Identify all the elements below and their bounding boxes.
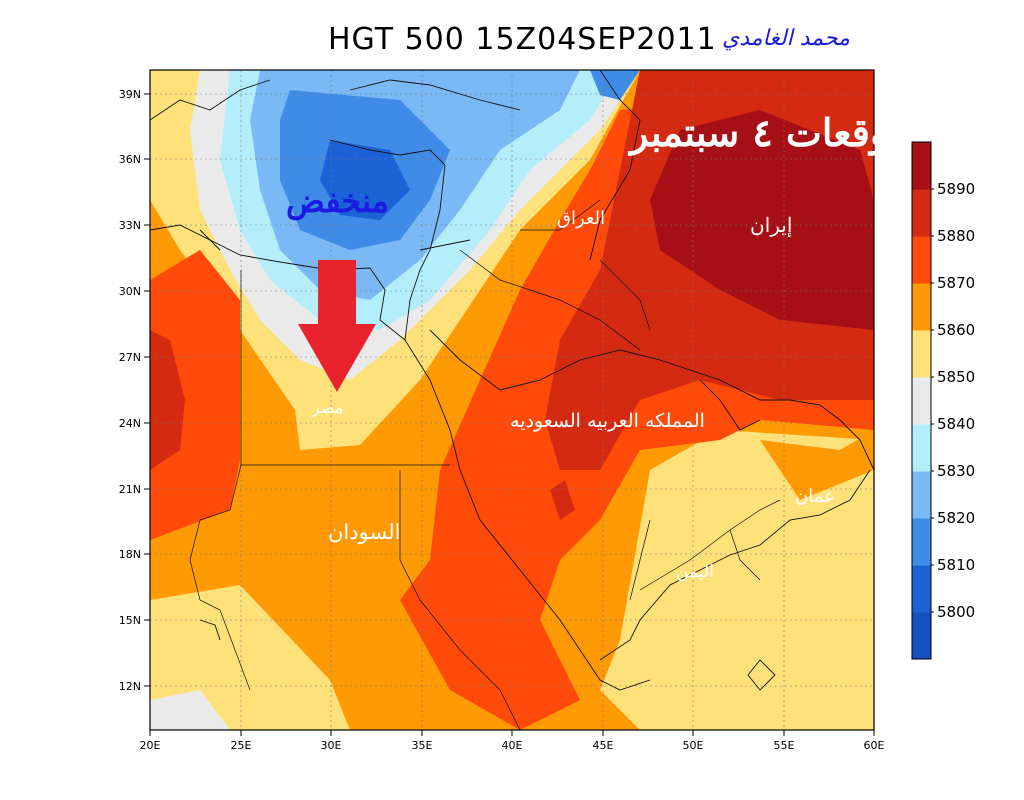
lat-tick-label: 15N xyxy=(119,614,141,627)
colorbar-frame xyxy=(911,141,932,660)
colorbar-label: 5840 xyxy=(937,415,975,433)
colorbar-label: 5890 xyxy=(937,180,975,198)
country-label-sudan: السودان xyxy=(328,520,401,544)
contour-field xyxy=(150,70,874,730)
lon-tick-label: 45E xyxy=(593,739,614,752)
colorbar-label: 5870 xyxy=(937,274,975,292)
colorbar-swatch xyxy=(912,612,931,660)
lat-tick-label: 24N xyxy=(119,417,141,430)
country-label-iraq: العراق xyxy=(557,208,606,229)
country-label-iran: إيران xyxy=(750,213,793,237)
down-arrow-icon xyxy=(298,260,376,392)
lat-tick-label: 39N xyxy=(119,88,141,101)
colorbar-swatch xyxy=(912,565,931,613)
colorbar-label: 5880 xyxy=(937,227,975,245)
author-name: محمد الغامدي xyxy=(722,26,850,51)
colorbar-swatch xyxy=(912,518,931,566)
colorbar-swatch xyxy=(912,471,931,519)
lat-tick-label: 33N xyxy=(119,219,141,232)
country-label-saudi: المملكه العربيه السعوديه xyxy=(510,410,705,432)
colorbar-label: 5820 xyxy=(937,509,975,527)
colorbar-swatch xyxy=(912,330,931,378)
lon-tick-label: 50E xyxy=(683,739,704,752)
map-title: HGT 500 15Z04SEP2011 xyxy=(328,22,717,57)
lat-tick-label: 30N xyxy=(119,285,141,298)
lon-tick-label: 35E xyxy=(412,739,433,752)
lon-tick-label: 20E xyxy=(140,739,161,752)
headline-label: توقعات ٤ سبتمبر xyxy=(630,110,901,155)
colorbar-swatch xyxy=(912,236,931,284)
lat-tick-label: 12N xyxy=(119,680,141,693)
colorbar-swatch xyxy=(912,142,931,190)
colorbar-label: 5830 xyxy=(937,462,975,480)
colorbar-swatch xyxy=(912,283,931,331)
lon-labels: 20E 25E 30E 35E 40E 45E 50E 55E 60E xyxy=(140,739,885,752)
country-label-oman: عمان xyxy=(795,486,835,507)
lon-tick-label: 55E xyxy=(774,739,795,752)
colorbar-label: 5800 xyxy=(937,603,975,621)
lat-tick-label: 18N xyxy=(119,548,141,561)
low-pressure-label: منخفض xyxy=(286,182,389,220)
colorbar-swatch xyxy=(912,189,931,237)
axis-ticks xyxy=(144,93,875,736)
coastlines xyxy=(150,70,874,691)
colorbar-swatch xyxy=(912,377,931,425)
colorbar: 5890 5880 5870 5860 5850 5840 5830 5820 5810 5800 xyxy=(911,141,975,660)
colorbar-label: 5860 xyxy=(937,321,975,339)
country-label-yemen: اليمن xyxy=(676,562,714,582)
colorbar-swatch xyxy=(912,424,931,472)
lon-tick-label: 25E xyxy=(231,739,252,752)
lat-tick-label: 21N xyxy=(119,483,141,496)
country-label-egypt: مصر xyxy=(312,398,344,417)
colorbar-label: 5810 xyxy=(937,556,975,574)
lon-tick-label: 40E xyxy=(502,739,523,752)
lat-labels: 39N 36N 33N 30N 27N 24N 21N 18N 15N 12N xyxy=(119,88,141,693)
colorbar-label: 5850 xyxy=(937,368,975,386)
lat-tick-label: 36N xyxy=(119,153,141,166)
borders xyxy=(189,199,781,730)
lon-tick-label: 30E xyxy=(321,739,342,752)
lat-tick-label: 27N xyxy=(119,351,141,364)
lon-tick-label: 60E xyxy=(864,739,885,752)
grid-lines xyxy=(150,70,874,730)
